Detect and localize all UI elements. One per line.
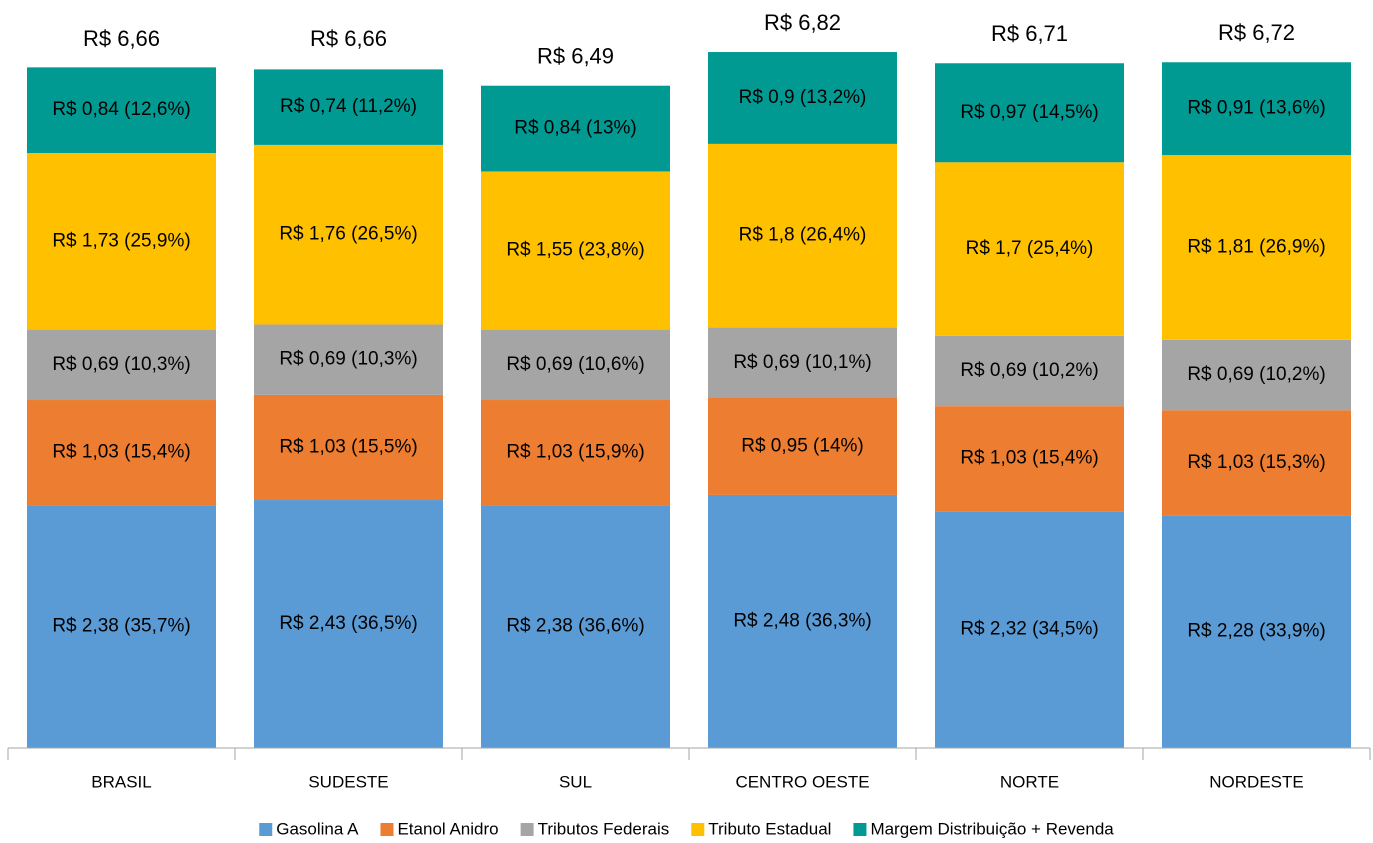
bar-segment	[935, 162, 1124, 336]
data-label: R$ 2,38 (35,7%)	[52, 616, 190, 637]
data-label: R$ 0,9 (13,2%)	[739, 87, 867, 108]
bar-segment	[935, 406, 1124, 512]
x-tick-label: BRASIL	[91, 772, 151, 791]
data-label: R$ 1,8 (26,4%)	[739, 225, 867, 246]
data-label: R$ 0,69 (10,2%)	[960, 360, 1098, 381]
data-label: R$ 2,43 (36,5%)	[279, 613, 417, 634]
data-label: R$ 0,95 (14%)	[741, 435, 864, 456]
bar-segment	[708, 52, 897, 144]
data-label: R$ 1,03 (15,4%)	[52, 442, 190, 463]
total-label: R$ 6,71	[991, 21, 1068, 46]
bar-segment	[254, 394, 443, 501]
bar-segment	[27, 329, 216, 401]
bar-segment	[481, 505, 670, 748]
legend-label: Tributos Federais	[538, 819, 670, 838]
bar-segment	[254, 69, 443, 145]
data-label: R$ 2,28 (33,9%)	[1187, 621, 1325, 642]
data-label: R$ 0,69 (10,6%)	[506, 354, 644, 375]
data-label: R$ 0,84 (13%)	[514, 118, 637, 139]
bar-segment	[1162, 155, 1351, 340]
x-tick-label: NORTE	[1000, 772, 1059, 791]
legend-swatch	[520, 823, 534, 836]
bar-segment	[254, 144, 443, 325]
data-label: R$ 1,03 (15,3%)	[1187, 452, 1325, 473]
bar-segment	[708, 397, 897, 495]
data-label: R$ 0,91 (13,6%)	[1187, 98, 1325, 119]
data-label: R$ 1,03 (15,4%)	[960, 448, 1098, 469]
bar-segment	[935, 63, 1124, 163]
x-tick-label: SUL	[559, 772, 592, 791]
data-label: R$ 0,69 (10,3%)	[52, 354, 190, 375]
data-label: R$ 1,55 (23,8%)	[506, 240, 644, 261]
legend-label: Tributo Estadual	[708, 819, 831, 838]
bar-segment	[481, 329, 670, 401]
data-label: R$ 1,81 (26,9%)	[1187, 236, 1325, 257]
legend-swatch	[853, 823, 867, 836]
bar-segment	[1162, 410, 1351, 516]
bar-segment	[935, 335, 1124, 407]
bar-segment	[1162, 62, 1351, 156]
total-label: R$ 6,82	[764, 10, 841, 35]
data-label: R$ 2,38 (36,6%)	[506, 616, 644, 637]
total-label: R$ 6,49	[537, 44, 614, 69]
legend-swatch	[259, 823, 273, 836]
bar-segment	[935, 511, 1124, 748]
bar-segment	[481, 171, 670, 330]
bar-segment	[27, 67, 216, 154]
data-label: R$ 1,03 (15,5%)	[279, 436, 417, 457]
total-label: R$ 6,72	[1218, 20, 1295, 45]
bar-segment	[27, 505, 216, 748]
data-label: R$ 0,69 (10,3%)	[279, 349, 417, 370]
data-label: R$ 0,97 (14,5%)	[960, 102, 1098, 123]
x-tick-label: NORDESTE	[1209, 772, 1303, 791]
bar-segment	[1162, 515, 1351, 748]
bar-segment	[481, 85, 670, 172]
x-tick-label: CENTRO OESTE	[735, 772, 869, 791]
data-label: R$ 0,69 (10,2%)	[1187, 364, 1325, 385]
data-label: R$ 0,84 (12,6%)	[52, 99, 190, 120]
data-label: R$ 2,48 (36,3%)	[733, 610, 871, 631]
data-label: R$ 0,74 (11,2%)	[280, 96, 417, 117]
bar-segment	[27, 153, 216, 330]
bar-segment	[254, 324, 443, 395]
data-label: R$ 1,73 (25,9%)	[52, 230, 190, 251]
data-label: R$ 1,7 (25,4%)	[966, 238, 1094, 259]
bar-segment	[254, 500, 443, 748]
legend-swatch	[691, 823, 705, 836]
total-label: R$ 6,66	[83, 26, 160, 51]
legend-label: Margem Distribuição + Revenda	[870, 819, 1114, 838]
bar-segment	[708, 494, 897, 748]
x-tick-label: SUDESTE	[308, 772, 388, 791]
legend-label: Etanol Anidro	[397, 819, 498, 838]
bar-segment	[708, 143, 897, 328]
legend-swatch	[380, 823, 394, 836]
bar-segment	[481, 400, 670, 506]
bar-segment	[1162, 339, 1351, 411]
legend-label: Gasolina A	[276, 819, 359, 838]
bar-segment	[27, 400, 216, 506]
bar-segment	[708, 327, 897, 398]
data-label: R$ 0,69 (10,1%)	[733, 352, 871, 373]
total-label: R$ 6,66	[310, 26, 387, 51]
data-label: R$ 1,03 (15,9%)	[506, 442, 644, 463]
data-label: R$ 1,76 (26,5%)	[279, 224, 417, 245]
data-label: R$ 2,32 (34,5%)	[960, 619, 1098, 640]
